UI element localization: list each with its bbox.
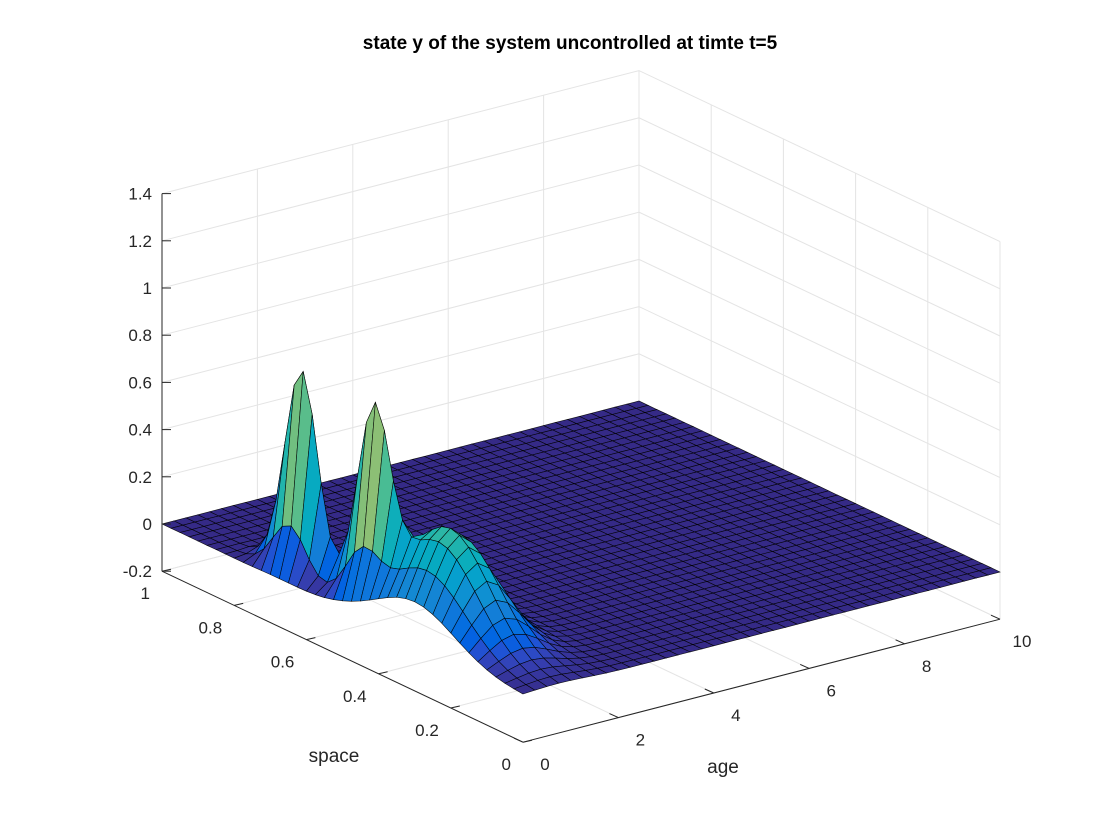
y-axis-line bbox=[161, 570, 524, 743]
surface-layer bbox=[161, 370, 1001, 695]
y-tick-label: 0.6 bbox=[271, 653, 295, 672]
label-layer: space age bbox=[309, 746, 739, 778]
z-tick-label: 0.2 bbox=[128, 468, 152, 487]
grid-line bbox=[161, 353, 1001, 526]
y-tick-label: 0.4 bbox=[343, 687, 367, 706]
x-axis-label: age bbox=[707, 757, 739, 778]
grid-line bbox=[161, 164, 1001, 337]
z-tick-label: 1.4 bbox=[128, 185, 152, 204]
x-tick bbox=[704, 688, 715, 694]
x-tick-label: 8 bbox=[922, 657, 931, 676]
y-tick-label: 0 bbox=[502, 755, 511, 774]
x-axis-line bbox=[522, 618, 1001, 743]
z-tick-label: 0.4 bbox=[128, 421, 152, 440]
grid-line bbox=[161, 70, 1001, 243]
y-tick bbox=[450, 705, 460, 709]
x-tick-label: 2 bbox=[636, 731, 645, 750]
y-tick bbox=[522, 739, 533, 743]
y-axis-label: space bbox=[309, 746, 360, 767]
grid-line bbox=[161, 258, 1001, 431]
x-tick bbox=[513, 737, 524, 743]
grid-line bbox=[161, 117, 1001, 290]
chart-title: state y of the system uncontrolled at ti… bbox=[363, 33, 778, 54]
y-tick bbox=[378, 671, 388, 675]
z-tick-label: 1 bbox=[143, 279, 152, 298]
z-tick-label: 0.6 bbox=[128, 373, 152, 392]
x-tick bbox=[799, 663, 810, 669]
surface-patch bbox=[513, 684, 536, 695]
y-tick-label: 1 bbox=[141, 584, 150, 603]
axis-layer: -0.2 0 0.2 0.4 0.6 0.8 1 1.2 1.4 0 2 4 6 8 10 0 0.2 0.4 0.… bbox=[123, 185, 1032, 775]
z-tick-label: 0 bbox=[143, 515, 152, 534]
x-tick bbox=[609, 713, 619, 719]
x-tick bbox=[895, 639, 905, 645]
grid-line bbox=[161, 306, 1001, 479]
x-tick-label: 10 bbox=[1013, 632, 1032, 651]
x-tick-label: 6 bbox=[826, 681, 835, 700]
y-tick bbox=[161, 568, 172, 572]
grid-line bbox=[161, 211, 1001, 384]
z-tick-label: -0.2 bbox=[123, 562, 152, 581]
x-tick-label: 0 bbox=[540, 755, 549, 774]
x-tick bbox=[990, 614, 1001, 620]
y-tick bbox=[234, 602, 244, 606]
z-tick-label: 0.8 bbox=[128, 326, 152, 345]
y-tick bbox=[306, 637, 316, 641]
y-tick-label: 0.2 bbox=[415, 721, 439, 740]
x-tick-label: 4 bbox=[731, 706, 740, 725]
y-tick-label: 0.8 bbox=[199, 618, 223, 637]
z-tick-label: 1.2 bbox=[128, 232, 152, 251]
